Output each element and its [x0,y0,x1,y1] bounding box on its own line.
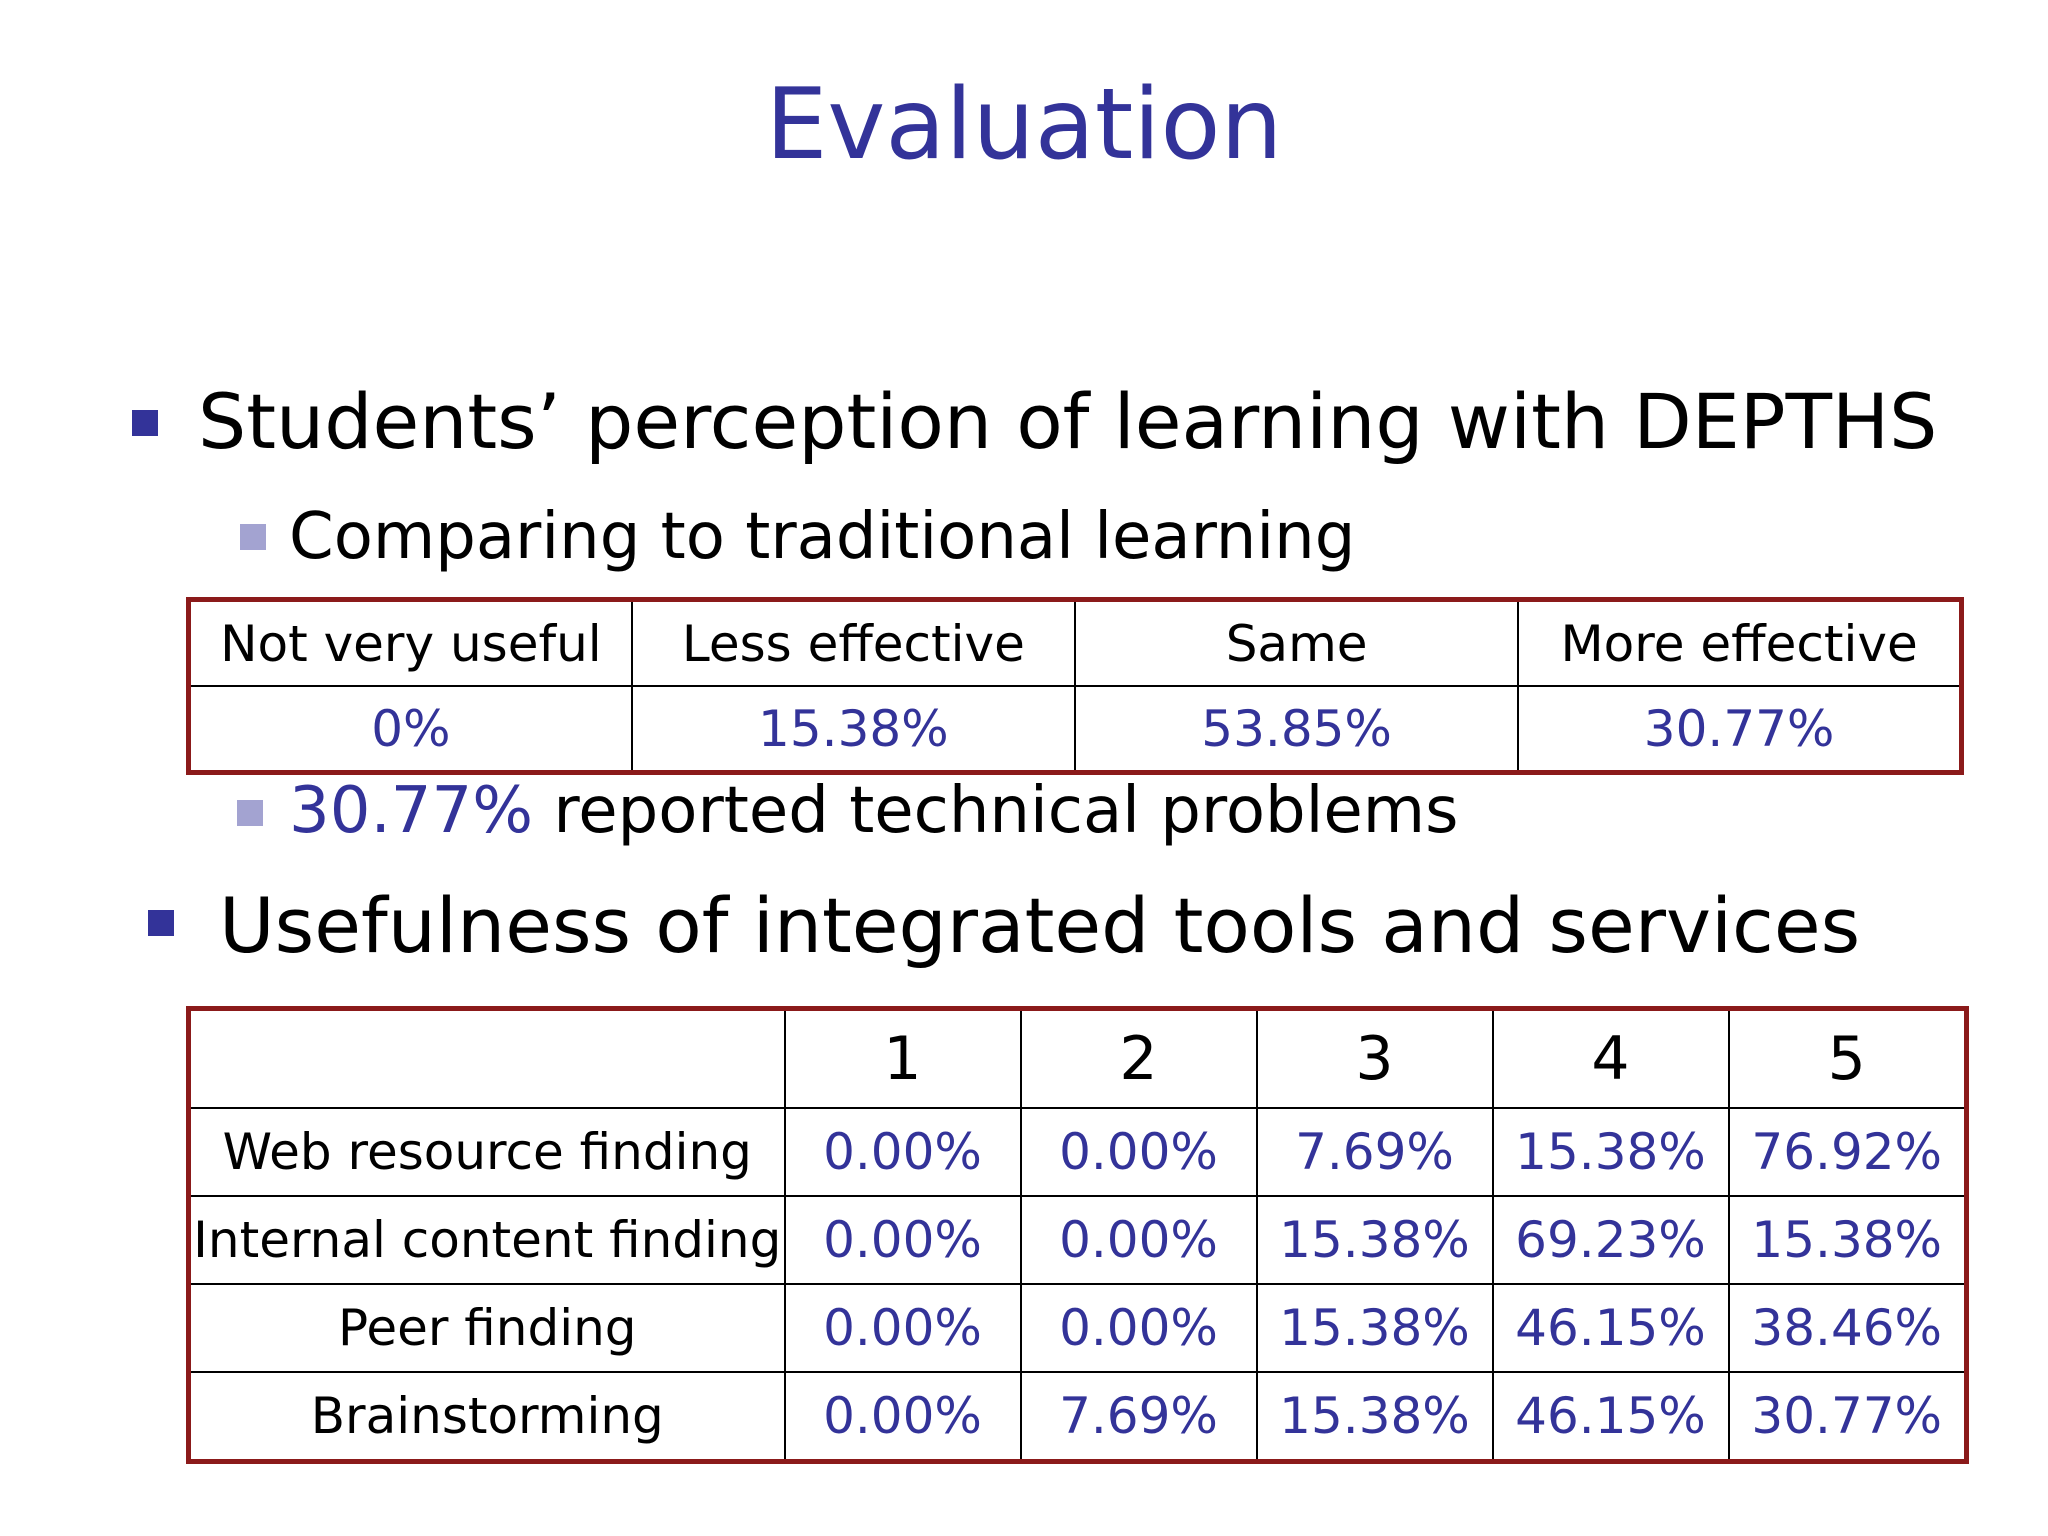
usefulness-value-cell: 0.00% [783,1107,1022,1197]
technical-problems-text: reported technical problems [533,774,1459,848]
usefulness-value-cell: 15.38% [1255,1195,1494,1285]
usefulness-value-cell: 0.00% [783,1195,1022,1285]
usefulness-value-cell: 69.23% [1491,1195,1730,1285]
usefulness-row-label: Internal content finding [188,1195,786,1285]
comparison-header-cell: Less effective [630,599,1077,687]
usefulness-value-cell: 0.00% [1019,1107,1258,1197]
comparison-value-cell: 30.77% [1517,685,1962,773]
scale-header-cell: 5 [1727,1008,1967,1109]
comparison-header-cell: More effective [1517,599,1962,687]
usefulness-value-cell: 7.69% [1255,1107,1494,1197]
comparison-header-cell: Not very useful [188,599,633,687]
usefulness-row: Brainstorming 0.00% 7.69% 15.38% 46.15% … [188,1371,1967,1462]
bullet-square-icon [132,410,158,436]
comparison-table: Not very useful Less effective Same More… [186,597,1964,775]
bullet-square-icon [148,910,174,936]
usefulness-value-cell: 30.77% [1727,1371,1967,1462]
usefulness-row: Web resource finding 0.00% 0.00% 7.69% 1… [188,1107,1967,1197]
scale-header-cell: 4 [1491,1008,1730,1109]
usefulness-value-cell: 76.92% [1727,1107,1967,1197]
usefulness-table: 1 2 3 4 5 Web resource finding 0.00% 0.0… [186,1006,1969,1464]
usefulness-row-label: Web resource finding [188,1107,786,1197]
technical-problems-value: 30.77% [289,774,534,848]
scale-header-cell: 1 [783,1008,1022,1109]
usefulness-value-cell: 38.46% [1727,1283,1967,1373]
section1-heading: Students’ perception of learning with DE… [198,377,1938,466]
section2-heading: Usefulness of integrated tools and servi… [219,881,1861,970]
comparison-value-cell: 0% [188,685,633,773]
usefulness-value-cell: 46.15% [1491,1371,1730,1462]
usefulness-row: Peer finding 0.00% 0.00% 15.38% 46.15% 3… [188,1283,1967,1373]
scale-header-cell: 2 [1019,1008,1258,1109]
usefulness-value-cell: 15.38% [1255,1371,1494,1462]
usefulness-value-cell: 0.00% [783,1371,1022,1462]
usefulness-value-cell: 15.38% [1255,1283,1494,1373]
usefulness-row-label: Brainstorming [188,1371,786,1462]
section1-subheading: Comparing to traditional learning [289,500,1356,574]
sub-bullet-square-icon [240,524,266,550]
slide-title: Evaluation [765,68,1283,182]
comparison-value-cell: 53.85% [1073,685,1520,773]
usefulness-row: Internal content finding 0.00% 0.00% 15.… [188,1195,1967,1285]
comparison-header-cell: Same [1073,599,1520,687]
scale-header-cell: 3 [1255,1008,1494,1109]
technical-problems-note: 30.77% reported technical problems [289,776,1458,846]
usefulness-value-cell: 0.00% [1019,1283,1258,1373]
usefulness-value-cell: 15.38% [1727,1195,1967,1285]
usefulness-value-cell: 0.00% [1019,1195,1258,1285]
comparison-header-row: Not very useful Less effective Same More… [188,599,1962,687]
comparison-value-cell: 15.38% [630,685,1077,773]
usefulness-header-row: 1 2 3 4 5 [188,1008,1967,1109]
comparison-value-row: 0% 15.38% 53.85% 30.77% [188,685,1962,773]
usefulness-value-cell: 0.00% [783,1283,1022,1373]
usefulness-row-label: Peer finding [188,1283,786,1373]
usefulness-value-cell: 7.69% [1019,1371,1258,1462]
usefulness-value-cell: 46.15% [1491,1283,1730,1373]
sub-bullet-square-icon [237,800,263,826]
usefulness-value-cell: 15.38% [1491,1107,1730,1197]
usefulness-corner-cell [188,1008,786,1109]
